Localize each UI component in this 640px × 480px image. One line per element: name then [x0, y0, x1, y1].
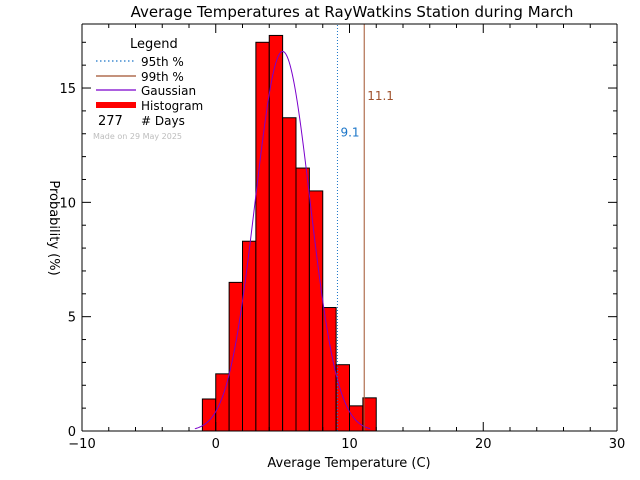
legend-label-95th: 95th % — [141, 55, 184, 69]
chart-title: Average Temperatures at RayWatkins Stati… — [131, 3, 574, 21]
x-tick-label: 0 — [212, 437, 220, 452]
histogram-bar — [282, 117, 297, 432]
histogram-bar — [255, 41, 270, 432]
y-tick-label: 5 — [68, 311, 76, 326]
histogram-bar — [308, 190, 324, 432]
x-axis-label: Average Temperature (C) — [267, 456, 430, 471]
x-tick-label: 20 — [475, 437, 492, 452]
legend-title: Legend — [130, 37, 178, 52]
x-tick-label: 30 — [609, 437, 626, 452]
legend: Legend 95th % 99th % Gaussian Histogram … — [93, 37, 203, 141]
histogram-bar — [228, 281, 243, 432]
gaussian-curve — [194, 50, 371, 430]
percentile-label-95th: 9.1 — [340, 125, 359, 139]
histogram-bar — [322, 307, 337, 432]
histogram-bar — [295, 167, 310, 432]
histogram-bar — [349, 405, 364, 432]
x-tick-label: 10 — [341, 437, 358, 452]
legend-made-on: Made on 29 May 2025 — [93, 132, 182, 141]
legend-label-histogram: Histogram — [141, 99, 203, 113]
x-axis-ticks: −10 0 10 20 30 — [68, 24, 625, 452]
legend-days-count: 277 — [98, 114, 123, 129]
x-tick-label: −10 — [68, 437, 95, 452]
legend-label-99th: 99th % — [141, 70, 184, 84]
legend-label-gaussian: Gaussian — [141, 84, 196, 98]
histogram-bar — [268, 34, 284, 432]
histogram-bar — [242, 240, 257, 432]
y-axis-ticks: 0 5 10 15 — [59, 41, 617, 440]
histogram-bar — [362, 397, 377, 432]
percentile-label-99th: 11.1 — [367, 89, 394, 103]
plot-area: 9.1 11.1 — [194, 24, 394, 432]
y-axis-label: Probability (%) — [46, 180, 61, 275]
y-tick-label: 10 — [59, 196, 76, 211]
y-tick-label: 15 — [59, 82, 76, 97]
y-tick-label: 0 — [68, 425, 76, 440]
legend-days-label: # Days — [141, 114, 185, 128]
